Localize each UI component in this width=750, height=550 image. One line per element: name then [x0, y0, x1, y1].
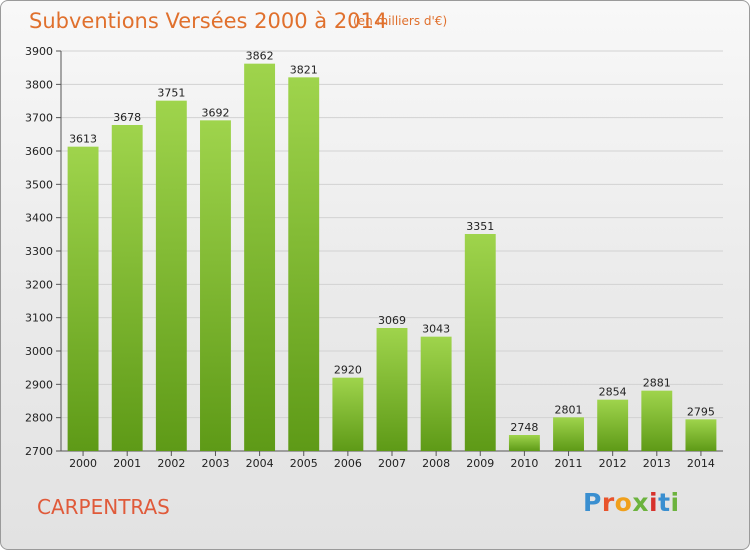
value-label: 3351 [466, 220, 494, 233]
y-tick-labels: 2700 2800 2900 3000 3100 3200 3300 3400 3500 3600… [25, 45, 53, 458]
y-tick-label: 2700 [25, 445, 53, 458]
value-label: 3821 [290, 63, 318, 76]
bar-2001 [111, 125, 143, 451]
y-tick-label: 2900 [25, 378, 53, 391]
value-label: 3678 [113, 111, 141, 124]
value-label: 2881 [643, 377, 671, 390]
value-label: 3692 [201, 106, 229, 119]
x-tick-label: 2009 [466, 457, 494, 470]
x-tick-label: 2014 [687, 457, 715, 470]
bar-2013 [641, 390, 673, 451]
x-tick-label: 2007 [378, 457, 406, 470]
city-name: CARPENTRAS [37, 495, 170, 519]
bar-2011 [553, 417, 584, 451]
y-tick-label: 3600 [25, 145, 53, 158]
bar-2004 [244, 63, 276, 452]
bar-2012 [597, 399, 629, 451]
x-tick-label: 2013 [643, 457, 671, 470]
value-label: 3862 [246, 50, 274, 63]
x-tick-label: 2012 [599, 457, 627, 470]
value-label: 2795 [687, 405, 715, 418]
chart-unit: (en milliers d'€) [353, 14, 448, 28]
bar-2006 [332, 377, 364, 451]
logo-letter: x [632, 488, 649, 517]
value-label: 3751 [157, 87, 185, 100]
y-tick-label: 2800 [25, 412, 53, 425]
value-label: 3069 [378, 314, 406, 327]
logo-letter: o [614, 488, 633, 517]
x-tick-label: 2001 [113, 457, 141, 470]
y-tick-label: 3100 [25, 312, 53, 325]
bar-2000 [67, 146, 99, 451]
bar-2007 [376, 328, 408, 451]
bar-2002 [155, 100, 187, 452]
bars [67, 63, 717, 452]
value-label: 2801 [555, 403, 583, 416]
y-tick-label: 3800 [25, 78, 53, 91]
bar-2010 [508, 435, 540, 451]
x-tick-label: 2008 [422, 457, 450, 470]
y-tick-label: 3400 [25, 212, 53, 225]
x-tick-label: 2003 [201, 457, 229, 470]
logo-letter: i [670, 488, 680, 517]
value-label: 2854 [599, 386, 627, 399]
bar-2014 [685, 419, 717, 451]
x-tick-label: 2000 [69, 457, 97, 470]
proxiti-logo[interactable]: Proxiti [583, 488, 680, 517]
y-tick-label: 3000 [25, 345, 53, 358]
bar-2008 [420, 336, 452, 451]
y-tick-label: 3900 [25, 45, 53, 58]
y-tick-label: 3500 [25, 178, 53, 191]
logo-letter: t [658, 488, 671, 517]
x-tick-label: 2006 [334, 457, 362, 470]
value-label: 2748 [510, 421, 538, 434]
logo-letter: P [583, 488, 602, 517]
x-tick-label: 2005 [290, 457, 318, 470]
x-tick-label: 2011 [555, 457, 583, 470]
chart-title: Subventions Versées 2000 à 2014 [29, 9, 388, 33]
y-tick-label: 3700 [25, 112, 53, 125]
logo-letter: i [649, 488, 659, 517]
bar-2003 [200, 120, 231, 451]
x-tick-label: 2002 [157, 457, 185, 470]
bar-2009 [464, 234, 496, 451]
logo-letter: r [601, 488, 615, 517]
y-tick-label: 3300 [25, 245, 53, 258]
value-label: 3043 [422, 323, 450, 336]
y-tick-label: 3200 [25, 278, 53, 291]
value-labels: 3613 3678 3751 3692 3862 3821 2920 3069 3043 3351… [69, 50, 715, 434]
bar-2005 [288, 77, 320, 451]
x-tick-label: 2010 [510, 457, 538, 470]
x-tick-labels: 2000 2001 2002 2003 2004 2005 2006 2007 2008 2009… [69, 451, 715, 470]
value-label: 2920 [334, 364, 362, 377]
x-tick-label: 2004 [246, 457, 274, 470]
value-label: 3613 [69, 133, 97, 146]
